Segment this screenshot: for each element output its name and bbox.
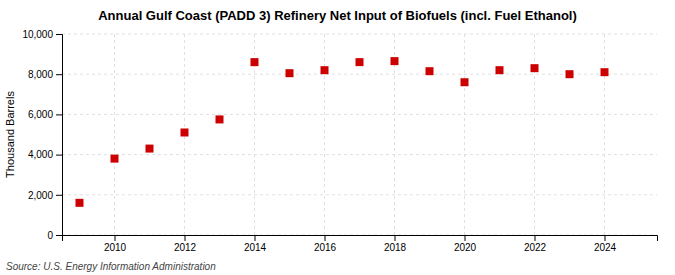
tick-mark — [115, 235, 116, 241]
tick-label: 2018 — [384, 242, 407, 253]
title: Annual Gulf Coast (PADD 3) Refinery Net … — [98, 8, 577, 23]
chart: 2010 2012 2014 2016 2018 2020 2022 2024 0 2,000 4,… — [0, 0, 675, 275]
tick-label: 2012 — [174, 242, 197, 253]
point — [286, 69, 294, 77]
tick-mark — [56, 74, 62, 75]
tick-label: 2016 — [314, 242, 337, 253]
tick-mark — [465, 235, 466, 241]
tick: 2022 — [524, 235, 547, 253]
tick-mark — [605, 235, 606, 241]
point — [111, 155, 119, 163]
tick-label: 6,000 — [28, 109, 53, 120]
point — [321, 66, 329, 74]
tick-label: 2,000 — [28, 190, 53, 201]
point — [391, 57, 399, 65]
tick-mark — [395, 235, 396, 241]
tick: 2020 — [454, 235, 477, 253]
point — [251, 58, 259, 66]
grid-line — [62, 34, 657, 35]
point — [216, 115, 224, 123]
grid — [62, 34, 657, 235]
grid-line — [324, 34, 325, 235]
annotation: Source: U.S. Energy Information Administ… — [6, 261, 216, 272]
tick: 4,000 — [28, 149, 62, 160]
axis-line — [63, 236, 658, 242]
tick-label: 10,000 — [22, 29, 53, 40]
grid-line — [62, 154, 657, 155]
grid-line — [114, 34, 115, 235]
plot-area: 2010 2012 2014 2016 2018 2020 2022 2024 0 2,000 4,… — [22, 29, 657, 253]
axis-line — [56, 35, 63, 236]
tick: 2,000 — [28, 190, 62, 201]
tick-label: 2010 — [104, 242, 127, 253]
tick-label: 2014 — [244, 242, 267, 253]
point — [76, 199, 84, 207]
tick-label: 2020 — [454, 242, 477, 253]
tick-mark — [56, 114, 62, 115]
tick: 10,000 — [22, 29, 62, 40]
tick: 2016 — [314, 235, 337, 253]
grid-line — [62, 194, 657, 195]
tick: 2012 — [174, 235, 197, 253]
tick: 0 — [47, 230, 62, 241]
point — [566, 70, 574, 78]
tick-mark — [56, 34, 62, 35]
tick-mark — [56, 235, 62, 236]
y-axis: 0 2,000 4,000 6,000 8,000 10,000 — [22, 29, 62, 241]
grid-line — [604, 34, 605, 235]
tick-mark — [535, 235, 536, 241]
tick-mark — [325, 235, 326, 241]
tick-label: 2022 — [524, 242, 547, 253]
tick: 6,000 — [28, 109, 62, 120]
point — [601, 68, 609, 76]
points — [76, 57, 609, 207]
tick-label: 4,000 — [28, 149, 53, 160]
point — [426, 67, 434, 75]
tick-mark — [185, 235, 186, 241]
tick-label: 8,000 — [28, 69, 53, 80]
tick: 2014 — [244, 235, 267, 253]
tick: 8,000 — [28, 69, 62, 80]
tick: 2024 — [594, 235, 617, 253]
tick: 2018 — [384, 235, 407, 253]
tick-label: 2024 — [594, 242, 617, 253]
y-axis-label: Thousand Barrels — [4, 91, 16, 178]
point — [461, 78, 469, 86]
point — [531, 64, 539, 72]
tick-mark — [255, 235, 256, 241]
point — [356, 58, 364, 66]
x-axis: 2010 2012 2014 2016 2018 2020 2022 2024 — [63, 235, 658, 253]
point — [146, 145, 154, 153]
tick-mark — [56, 155, 62, 156]
point — [181, 128, 189, 136]
point — [496, 66, 504, 74]
grid-line — [62, 114, 657, 115]
tick: 2010 — [104, 235, 127, 253]
tick-mark — [56, 195, 62, 196]
grid-line — [534, 34, 535, 235]
grid-line — [464, 34, 465, 235]
tick-label: 0 — [47, 230, 53, 241]
